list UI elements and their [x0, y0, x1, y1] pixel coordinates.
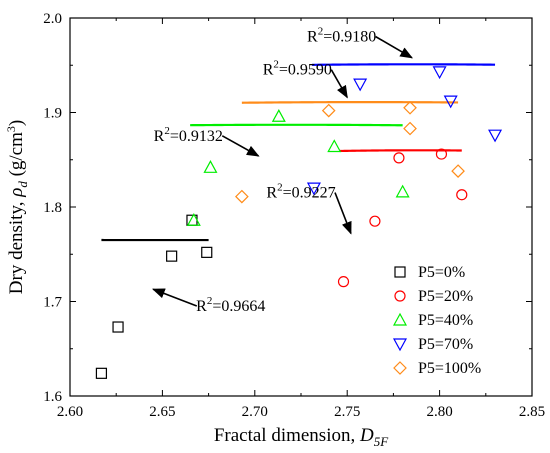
data-point-series-1 — [337, 276, 350, 288]
axes: 2.60 2.65 2.70 2.75 2.80 2.85 1.6 1.7 1.8 1.9 2.0 F… — [4, 11, 545, 449]
x-tick-label: 2.65 — [149, 404, 175, 420]
data-point-series-0 — [166, 250, 178, 262]
y-tick-label: 1.7 — [43, 295, 62, 311]
data-point-series-3 — [306, 182, 321, 196]
y-tick-label: 2.0 — [43, 11, 62, 27]
y-axis-title: Dry density, ρd (g/cm3) — [4, 120, 30, 294]
legend-marker-4 — [393, 361, 407, 375]
data-point-series-4 — [235, 189, 249, 204]
legend-marker-2 — [392, 312, 408, 326]
legend-marker-1 — [394, 290, 406, 302]
legend-label: P5=100% — [418, 360, 481, 377]
r2-label: R2=0.9590 — [263, 59, 332, 79]
x-axis-title: Fractal dimension, D5F — [214, 425, 389, 449]
y-tick-label: 1.9 — [43, 106, 62, 122]
fit-curve-series-1 — [339, 149, 462, 153]
legend-label: P5=20% — [418, 288, 473, 305]
r2-label: R2=0.9132 — [154, 125, 223, 145]
y-tick-label: 1.8 — [43, 200, 62, 216]
legend-label: P5=40% — [418, 312, 473, 329]
data-point-series-2 — [395, 184, 410, 198]
r2-annotations: R2=0.9664 R2=0.9227 R2=0.9132 R2=0.9180 R2=0… — [151, 26, 413, 315]
r2-label: R2=0.9180 — [307, 26, 376, 46]
fit-curve-series-4 — [241, 101, 459, 104]
fit-curve-series-3 — [312, 63, 496, 66]
data-point-series-0 — [201, 246, 213, 258]
x-tick-label: 2.85 — [519, 404, 545, 420]
r2-arrow — [151, 288, 198, 307]
legend: P5=0% P5=20% P5=40% P5=70% P5=100% — [392, 264, 481, 377]
data-point-series-1 — [369, 215, 381, 227]
data-point-series-3 — [353, 78, 368, 92]
x-tick-label: 2.75 — [334, 404, 360, 420]
r2-arrow — [221, 135, 260, 157]
data-point-series-2 — [327, 139, 342, 153]
r2-label: R2=0.9664 — [196, 295, 265, 315]
data-point-series-4 — [403, 121, 417, 136]
y-tick-label: 1.6 — [43, 389, 62, 405]
fit-curves — [101, 63, 496, 242]
data-point-series-3 — [443, 95, 458, 109]
data-point-series-2 — [203, 160, 218, 173]
legend-label: P5=70% — [418, 336, 473, 353]
data-point-series-4 — [321, 103, 336, 118]
data-point-series-0 — [112, 321, 124, 333]
x-tick-label: 2.60 — [57, 404, 83, 420]
legend-marker-3 — [392, 338, 408, 352]
data-point-series-3 — [488, 129, 503, 143]
x-tick-label: 2.80 — [426, 404, 452, 420]
legend-label: P5=0% — [418, 264, 465, 281]
r2-label: R2=0.9227 — [266, 182, 335, 202]
data-point-series-3 — [432, 66, 447, 80]
data-point-series-1 — [456, 189, 468, 201]
data-point-series-1 — [393, 152, 405, 164]
data-point-series-2 — [271, 109, 286, 122]
data-markers — [95, 66, 503, 379]
data-point-series-2 — [186, 212, 201, 226]
data-point-series-1 — [435, 148, 448, 160]
r2-arrow — [330, 69, 348, 99]
r2-arrow — [375, 35, 413, 59]
data-point-series-4 — [403, 100, 417, 115]
x-tick-label: 2.70 — [242, 404, 268, 420]
r2-arrow — [334, 192, 352, 235]
legend-marker-0 — [394, 266, 406, 278]
data-point-series-4 — [451, 164, 465, 178]
data-point-series-0 — [95, 367, 108, 379]
